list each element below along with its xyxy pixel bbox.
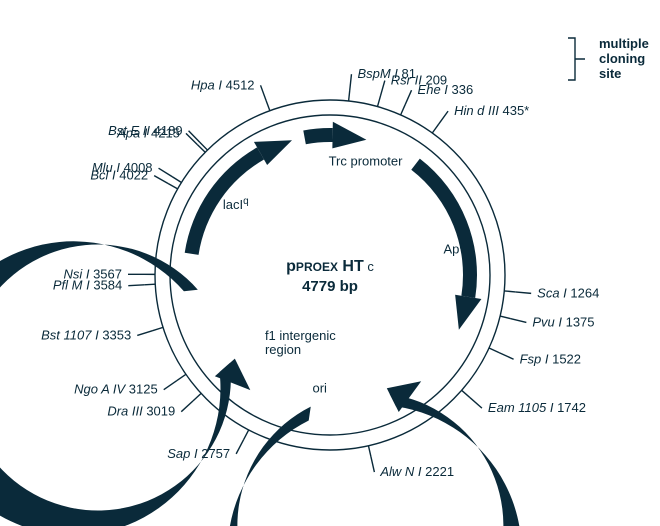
restriction-tick [193, 393, 201, 400]
restriction-tick [489, 348, 499, 353]
restriction-tick [153, 327, 163, 330]
restriction-label: Apa I 4215 [116, 125, 180, 140]
restriction-leader [137, 331, 152, 336]
restriction-tick [368, 446, 370, 457]
svg-text:region: region [265, 342, 301, 357]
feature-arrow-body [228, 394, 522, 526]
restriction-tick [462, 390, 470, 397]
restriction-label: Bst 1107 I 3353 [41, 327, 131, 342]
restriction-tick [500, 316, 511, 319]
svg-text:pPROEX HT c: pPROEX HT c [286, 258, 374, 275]
restriction-leader [350, 74, 352, 90]
restriction-tick [349, 90, 350, 101]
feature-label: lacIq [223, 196, 249, 212]
feature-arrow-head [332, 122, 366, 149]
restriction-leader [159, 168, 173, 176]
feature-label: ori [312, 381, 327, 396]
svg-text:Trc promoter: Trc promoter [329, 154, 404, 169]
mcs-bracket [568, 38, 585, 80]
restriction-leader [499, 353, 514, 360]
restriction-label: Sap I 2757 [167, 446, 230, 461]
svg-text:f1 intergenic: f1 intergenic [265, 328, 336, 343]
restriction-leader [128, 285, 144, 286]
feature-arrow-body [411, 159, 477, 298]
restriction-leader [181, 401, 193, 412]
restriction-leader [371, 456, 375, 472]
restriction-label: Ehe I 336 [418, 82, 474, 97]
svg-text:ori: ori [312, 381, 327, 396]
feature-label: f1 intergenicregion [265, 328, 336, 357]
plasmid-title: pPROEX HT c 4779 bp [286, 258, 374, 295]
plasmid-size: 4779 bp [302, 278, 358, 295]
feature-label: Trc promoter [329, 154, 404, 169]
restriction-tick [266, 100, 270, 110]
mcs-label: site [599, 66, 621, 81]
restriction-leader [236, 440, 243, 454]
restriction-label: Alw N I 2221 [379, 464, 454, 479]
restriction-label: Fsp I 1522 [520, 351, 581, 366]
mcs-label: cloning [599, 51, 645, 66]
restriction-tick [432, 124, 438, 133]
svg-text:Apr: Apr [443, 240, 463, 256]
restriction-leader [380, 81, 384, 96]
restriction-leader [164, 381, 177, 390]
restriction-tick [401, 105, 405, 115]
restriction-label: Sca I 1264 [537, 285, 599, 300]
svg-text:lacIq: lacIq [223, 196, 249, 212]
restriction-tick [377, 96, 380, 107]
restriction-tick [177, 374, 186, 380]
feature-arrow-body [303, 128, 332, 144]
restriction-leader [515, 292, 531, 293]
mcs-label: multiple [599, 36, 649, 51]
restriction-label: Bcl I 4022 [90, 168, 148, 183]
restriction-leader [439, 111, 448, 124]
feature-arrow-head [215, 359, 250, 390]
feature-label: Apr [443, 240, 463, 256]
restriction-label: Hpa I 4512 [191, 77, 255, 92]
restriction-leader [154, 176, 168, 184]
restriction-tick [244, 430, 249, 440]
restriction-label: Eam 1105 I 1742 [488, 400, 586, 415]
feature-arrow-head [455, 295, 481, 330]
restriction-tick [504, 291, 515, 292]
restriction-label: Dra III 3019 [107, 404, 175, 419]
restriction-label: Ngo A IV 3125 [74, 382, 158, 397]
restriction-leader [261, 85, 267, 100]
restriction-label: Hin d III 435* [454, 103, 529, 118]
plasmid-map: pPROEX HT c 4779 bp Trc promoter Apr ori f1 i… [0, 0, 660, 526]
restriction-tick [172, 177, 181, 183]
restriction-label: Pvu I 1375 [532, 314, 594, 329]
restriction-tick [144, 284, 155, 285]
restriction-leader [511, 319, 527, 323]
restriction-label: Pfl M I 3584 [53, 278, 122, 293]
restriction-leader [470, 398, 482, 409]
restriction-tick [168, 183, 178, 188]
restriction-leader [405, 90, 411, 105]
